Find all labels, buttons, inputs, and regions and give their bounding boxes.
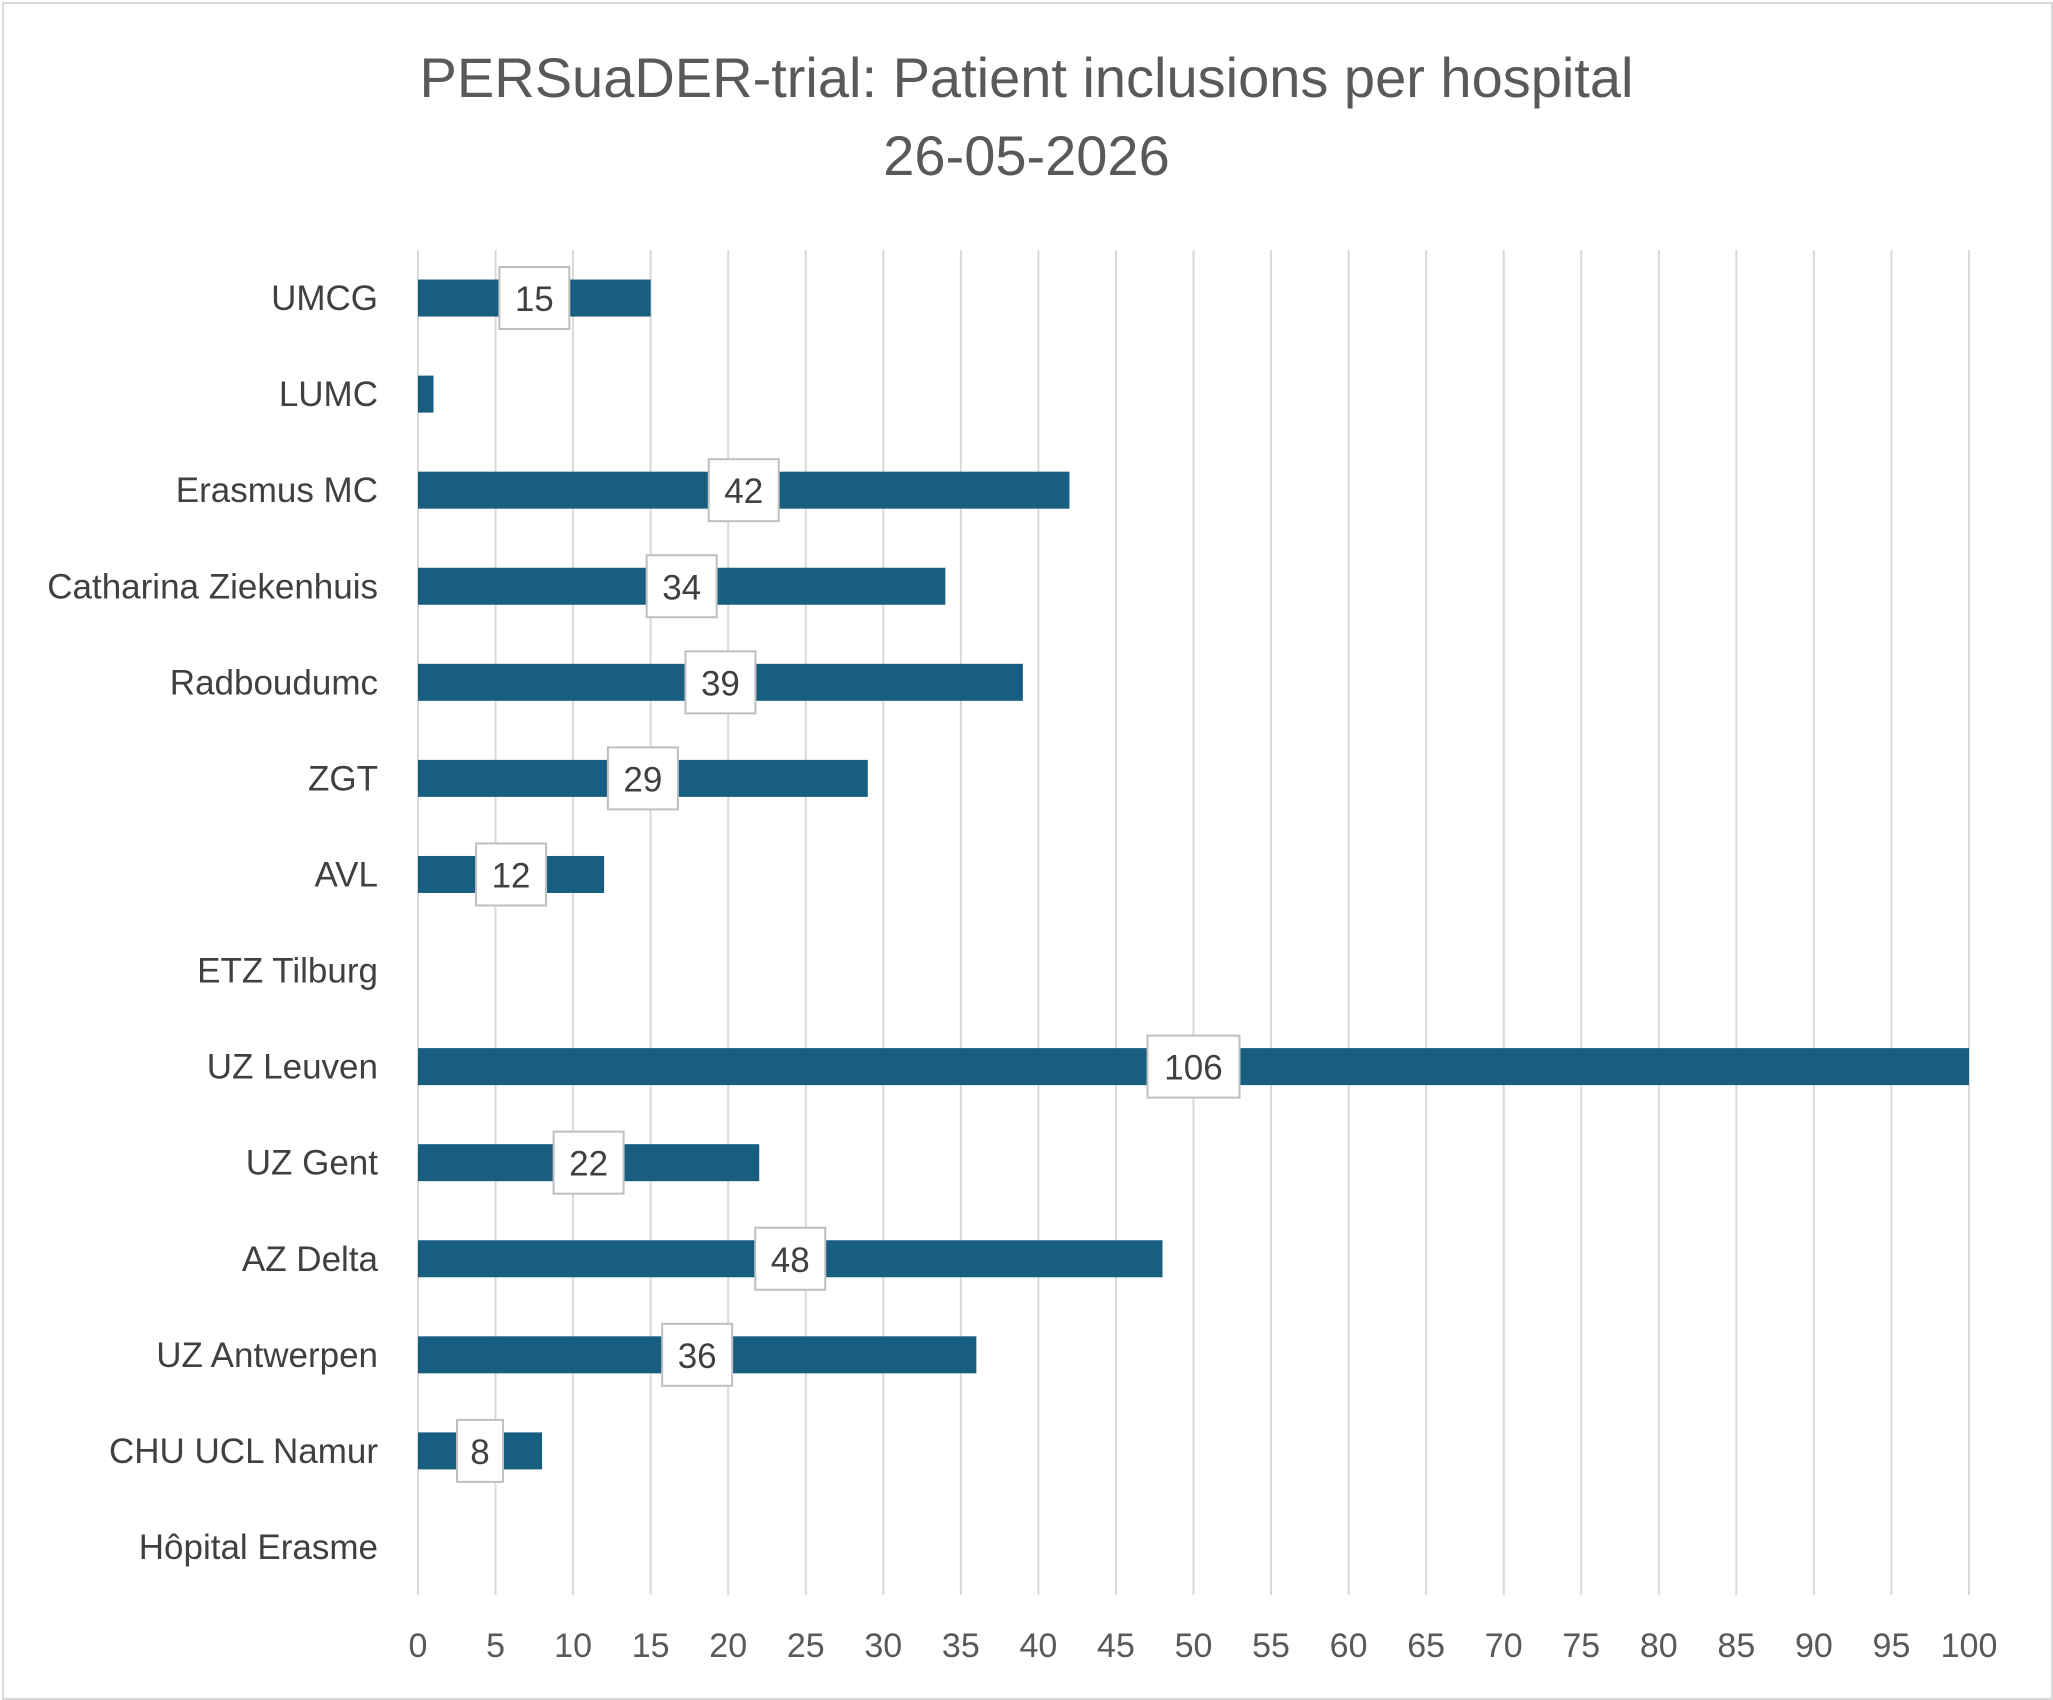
data-label-box bbox=[552, 1130, 625, 1195]
category-label: UZ Leuven bbox=[207, 1048, 378, 1087]
data-label-box bbox=[645, 554, 718, 619]
x-tick-label: 100 bbox=[1941, 1627, 1998, 1665]
x-tick-label: 75 bbox=[1562, 1627, 1600, 1665]
x-tick-label: 90 bbox=[1795, 1627, 1833, 1665]
category-label: ETZ Tilburg bbox=[197, 952, 378, 991]
data-label-box bbox=[606, 746, 679, 811]
category-label: LUMC bbox=[279, 375, 378, 414]
category-label: UMCG bbox=[271, 279, 378, 318]
data-label-box bbox=[754, 1226, 827, 1291]
x-tick-label: 45 bbox=[1097, 1627, 1135, 1665]
bar bbox=[418, 375, 434, 413]
data-label-box bbox=[456, 1418, 505, 1483]
x-tick-label: 95 bbox=[1873, 1627, 1911, 1665]
data-label: 48 bbox=[771, 1241, 810, 1280]
data-label: 39 bbox=[701, 664, 740, 703]
x-tick-label: 40 bbox=[1019, 1627, 1057, 1665]
category-label: Catharina Ziekenhuis bbox=[47, 567, 378, 606]
x-tick-label: 55 bbox=[1252, 1627, 1290, 1665]
data-label: 106 bbox=[1164, 1049, 1222, 1088]
category-label: UZ Gent bbox=[246, 1144, 379, 1183]
x-tick-label: 25 bbox=[787, 1627, 825, 1665]
x-tick-label: 70 bbox=[1485, 1627, 1523, 1665]
data-label-box bbox=[661, 1322, 734, 1387]
x-tick-label: 35 bbox=[942, 1627, 980, 1665]
category-label: Erasmus MC bbox=[176, 471, 378, 510]
data-label: 8 bbox=[470, 1433, 489, 1472]
chart-subtitle: 26-05-2026 bbox=[883, 124, 1170, 187]
category-label: ZGT bbox=[308, 759, 378, 798]
data-label-box bbox=[475, 842, 548, 907]
category-label: Hôpital Erasme bbox=[139, 1528, 378, 1567]
x-tick-label: 10 bbox=[554, 1627, 592, 1665]
category-label: UZ Antwerpen bbox=[156, 1336, 378, 1375]
data-label: 22 bbox=[569, 1145, 608, 1184]
chart-title: PERSuaDER-trial: Patient inclusions per … bbox=[419, 46, 1634, 109]
category-label: CHU UCL Namur bbox=[109, 1432, 378, 1471]
category-label: Radboudumc bbox=[170, 663, 378, 702]
x-tick-label: 60 bbox=[1330, 1627, 1368, 1665]
x-tick-label: 30 bbox=[864, 1627, 902, 1665]
x-tick-label: 80 bbox=[1640, 1627, 1678, 1665]
data-label-box bbox=[498, 266, 571, 331]
x-tick-label: 0 bbox=[409, 1627, 428, 1665]
x-tick-label: 5 bbox=[486, 1627, 505, 1665]
data-label: 36 bbox=[678, 1337, 717, 1376]
data-label: 34 bbox=[662, 568, 701, 607]
x-tick-label: 65 bbox=[1407, 1627, 1445, 1665]
x-tick-label: 20 bbox=[709, 1627, 747, 1665]
x-tick-label: 50 bbox=[1175, 1627, 1213, 1665]
data-label: 12 bbox=[492, 856, 531, 895]
data-label: 15 bbox=[515, 280, 554, 319]
data-label: 29 bbox=[623, 760, 662, 799]
category-label: AVL bbox=[314, 855, 378, 894]
data-label-box bbox=[707, 458, 780, 523]
category-label: AZ Delta bbox=[242, 1240, 379, 1279]
data-label-box bbox=[1146, 1034, 1241, 1099]
data-label: 42 bbox=[724, 472, 763, 511]
data-label-box bbox=[684, 650, 757, 715]
x-tick-label: 85 bbox=[1717, 1627, 1755, 1665]
x-tick-label: 15 bbox=[632, 1627, 670, 1665]
